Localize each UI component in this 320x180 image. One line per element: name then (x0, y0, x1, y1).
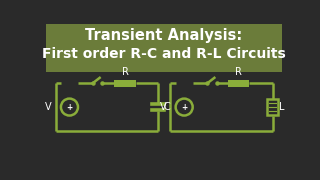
Text: +: + (66, 103, 73, 112)
Bar (46, 24, 282, 72)
Text: Transient Analysis:: Transient Analysis: (85, 28, 243, 43)
Text: R: R (122, 67, 129, 77)
Text: +: + (181, 103, 187, 112)
Bar (228, 80, 249, 87)
Bar (267, 99, 278, 115)
Text: L: L (279, 102, 284, 112)
Text: First order R-C and R-L Circuits: First order R-C and R-L Circuits (42, 47, 286, 61)
Text: V: V (160, 102, 166, 112)
Bar (115, 80, 136, 87)
Text: V: V (45, 102, 52, 112)
Text: R: R (235, 67, 242, 77)
Text: C: C (164, 102, 171, 112)
